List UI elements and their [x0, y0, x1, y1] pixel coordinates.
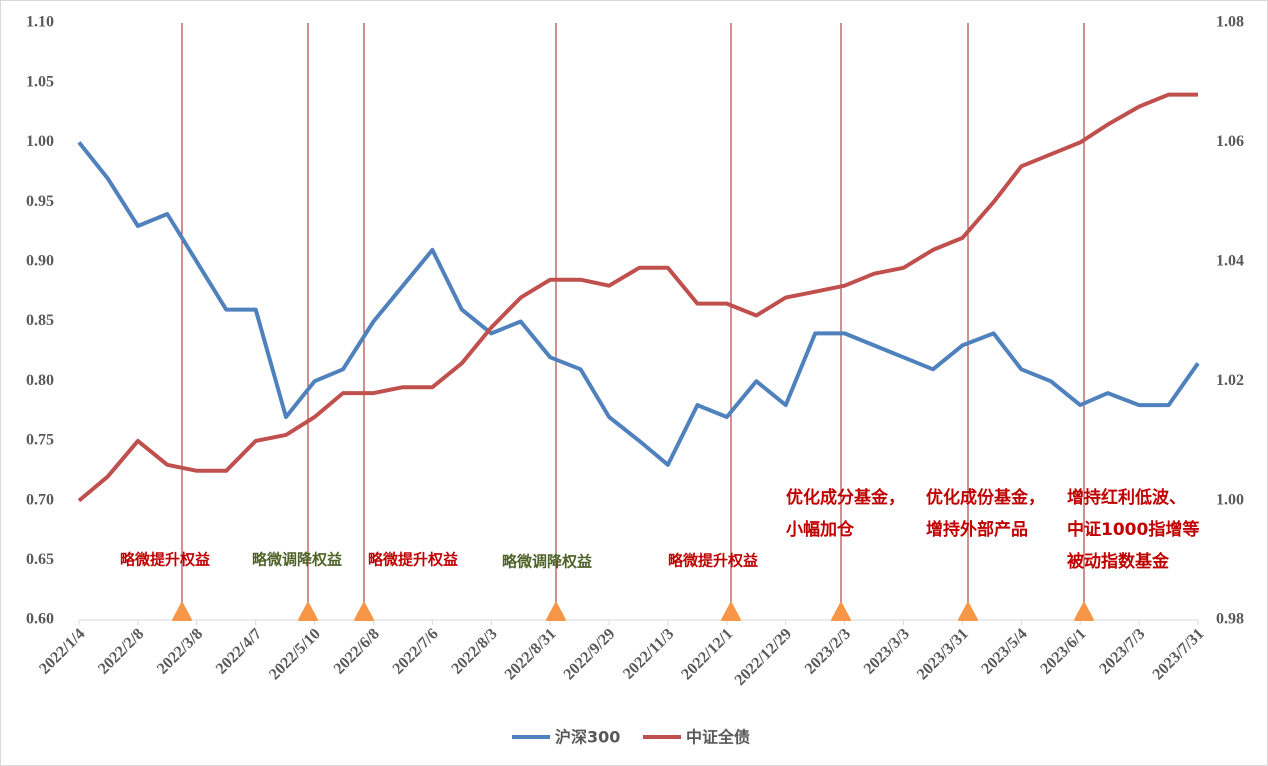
legend-label: 沪深300 [555, 728, 620, 747]
y2-tick-label: 0.98 [1216, 611, 1244, 628]
annotation: 被动指数基金 [1067, 551, 1170, 572]
annotation: 增持外部产品 [926, 519, 1028, 540]
annotation: 略微调降权益 [502, 553, 592, 571]
series-line [77, 92, 1198, 503]
annotation: 增持红利低波、 [1067, 487, 1186, 508]
annotation: 略微调降权益 [252, 551, 342, 569]
y2-tick-label: 1.06 [1216, 133, 1244, 150]
event-marker [546, 602, 566, 621]
event-marker [831, 602, 851, 621]
series-line [77, 141, 1200, 467]
y2-tick-label: 1.08 [1216, 14, 1244, 31]
y-tick-label: 1.05 [26, 73, 54, 90]
event-marker [172, 602, 192, 621]
y-tick-label: 0.65 [26, 551, 54, 568]
annotation: 中证1000指增等 [1067, 519, 1199, 540]
y-tick-label: 1.00 [26, 133, 54, 150]
annotation: 小幅加仓 [786, 519, 855, 540]
y-tick-label: 0.95 [26, 193, 54, 210]
legend: 沪深300 中证全债 [512, 728, 750, 747]
y-tick-label: 1.10 [26, 14, 54, 31]
y-tick-label: 0.75 [26, 432, 54, 449]
legend-label: 中证全债 [686, 728, 750, 747]
y-tick-label: 0.90 [26, 252, 54, 269]
event-marker [721, 602, 741, 621]
event-marker [958, 602, 978, 621]
annotation: 略微提升权益 [368, 551, 458, 569]
annotation: 略微提升权益 [668, 552, 758, 570]
y2-tick-label: 1.04 [1216, 252, 1244, 269]
y2-tick-label: 1.02 [1216, 372, 1244, 389]
y-tick-label: 0.60 [26, 611, 54, 628]
annotation: 优化成份基金， [926, 487, 1045, 508]
event-marker [354, 602, 374, 621]
y-tick-label: 0.70 [26, 491, 54, 508]
y-tick-label: 0.85 [26, 312, 54, 329]
y-tick-label: 0.80 [26, 372, 54, 389]
annotation: 优化成分基金， [786, 487, 905, 508]
event-marker [298, 602, 318, 621]
y2-tick-label: 1.00 [1216, 491, 1244, 508]
event-marker [1074, 602, 1094, 621]
annotation: 略微提升权益 [120, 551, 210, 569]
